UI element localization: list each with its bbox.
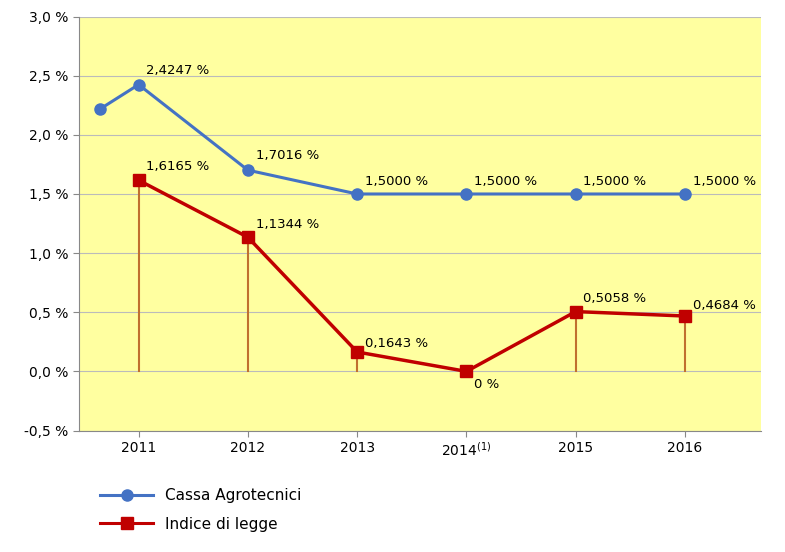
Text: 0,5058 %: 0,5058 % bbox=[583, 292, 647, 305]
Text: 2,4247 %: 2,4247 % bbox=[146, 64, 210, 77]
Text: 0,4684 %: 0,4684 % bbox=[692, 299, 755, 312]
Text: 1,1344 %: 1,1344 % bbox=[256, 218, 319, 231]
Text: 0 %: 0 % bbox=[474, 378, 499, 391]
Text: 1,5000 %: 1,5000 % bbox=[692, 174, 756, 188]
Text: 0,1643 %: 0,1643 % bbox=[365, 337, 428, 351]
Legend: Cassa Agrotecnici, Indice di legge: Cassa Agrotecnici, Indice di legge bbox=[100, 488, 302, 532]
Text: 1,7016 %: 1,7016 % bbox=[256, 150, 319, 162]
Text: 1,6165 %: 1,6165 % bbox=[146, 160, 210, 173]
Text: 1,5000 %: 1,5000 % bbox=[365, 174, 428, 188]
Text: 1,5000 %: 1,5000 % bbox=[583, 174, 647, 188]
Text: 1,5000 %: 1,5000 % bbox=[474, 174, 537, 188]
